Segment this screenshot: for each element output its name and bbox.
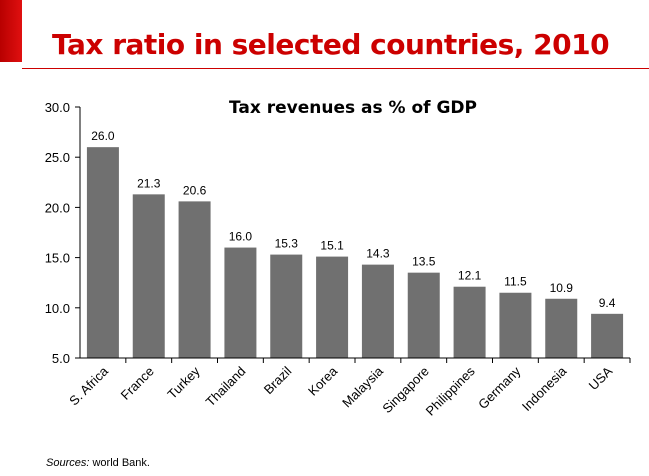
bar-value-label: 14.3 xyxy=(366,247,390,261)
x-axis: S. Africa France Turkey Thailand Brazil Korea… xyxy=(66,357,631,419)
title-accent-block xyxy=(0,0,22,62)
x-category-label: Brazil xyxy=(261,363,295,397)
bar-value-label: 16.0 xyxy=(229,230,253,244)
x-category-label: Philippines xyxy=(423,363,478,418)
bar xyxy=(316,256,349,358)
sources-label: Sources: xyxy=(46,457,90,469)
bar xyxy=(407,272,440,358)
x-category-label: Turkey xyxy=(164,363,203,402)
bar xyxy=(224,247,257,358)
y-tick-label: 30.0 xyxy=(45,100,70,115)
y-tick-label: 15.0 xyxy=(45,251,70,266)
bar xyxy=(361,264,394,358)
x-category-label: Germany xyxy=(475,363,524,412)
y-tick-label: 5.0 xyxy=(52,351,70,366)
bar-chart: Tax revenues as % of GDP 5.0 10.0 15.0 20.0… xyxy=(45,98,631,419)
bar xyxy=(86,147,119,358)
bar xyxy=(545,298,578,358)
y-tick-label: 25.0 xyxy=(45,150,70,165)
sources-note: Sources: world Bank. xyxy=(46,457,150,469)
x-category-label: France xyxy=(118,364,157,403)
bar-value-label: 9.4 xyxy=(599,296,616,310)
bar-value-label: 20.6 xyxy=(183,183,207,197)
y-tick-label: 20.0 xyxy=(45,200,70,215)
sources-text: world Bank. xyxy=(89,457,150,469)
bar xyxy=(178,201,211,358)
x-category-label: Thailand xyxy=(203,364,249,410)
bar-value-label: 10.9 xyxy=(550,281,574,295)
bar-value-label: 12.1 xyxy=(458,269,482,283)
bar-value-label: 15.3 xyxy=(275,237,299,251)
bar-series: 26.0 21.3 20.6 16.0 15.3 15.1 14.3 13.5 12.1 11.5… xyxy=(86,129,624,358)
x-category-label: Indonesia xyxy=(519,363,570,414)
bar-value-label: 26.0 xyxy=(91,129,115,143)
y-axis: 5.0 10.0 15.0 20.0 25.0 30.0 xyxy=(45,100,81,366)
bar xyxy=(499,292,532,358)
bar xyxy=(453,286,486,358)
bar-value-label: 15.1 xyxy=(320,239,344,253)
x-category-label: S. Africa xyxy=(66,363,111,408)
y-tick-label: 10.0 xyxy=(45,301,70,316)
title-underline xyxy=(22,68,649,69)
bar xyxy=(132,194,165,358)
slide-title: Tax ratio in selected countries, 2010 xyxy=(52,28,610,61)
bar xyxy=(591,313,624,358)
x-category-label: Malaysia xyxy=(339,363,386,410)
bar xyxy=(270,254,303,358)
bar-value-label: 11.5 xyxy=(504,275,527,289)
chart-title: Tax revenues as % of GDP xyxy=(229,98,477,118)
bar-value-label: 13.5 xyxy=(412,255,436,269)
x-category-label: Korea xyxy=(305,363,341,399)
bar-value-label: 21.3 xyxy=(137,176,161,190)
x-category-label: USA xyxy=(586,363,616,393)
